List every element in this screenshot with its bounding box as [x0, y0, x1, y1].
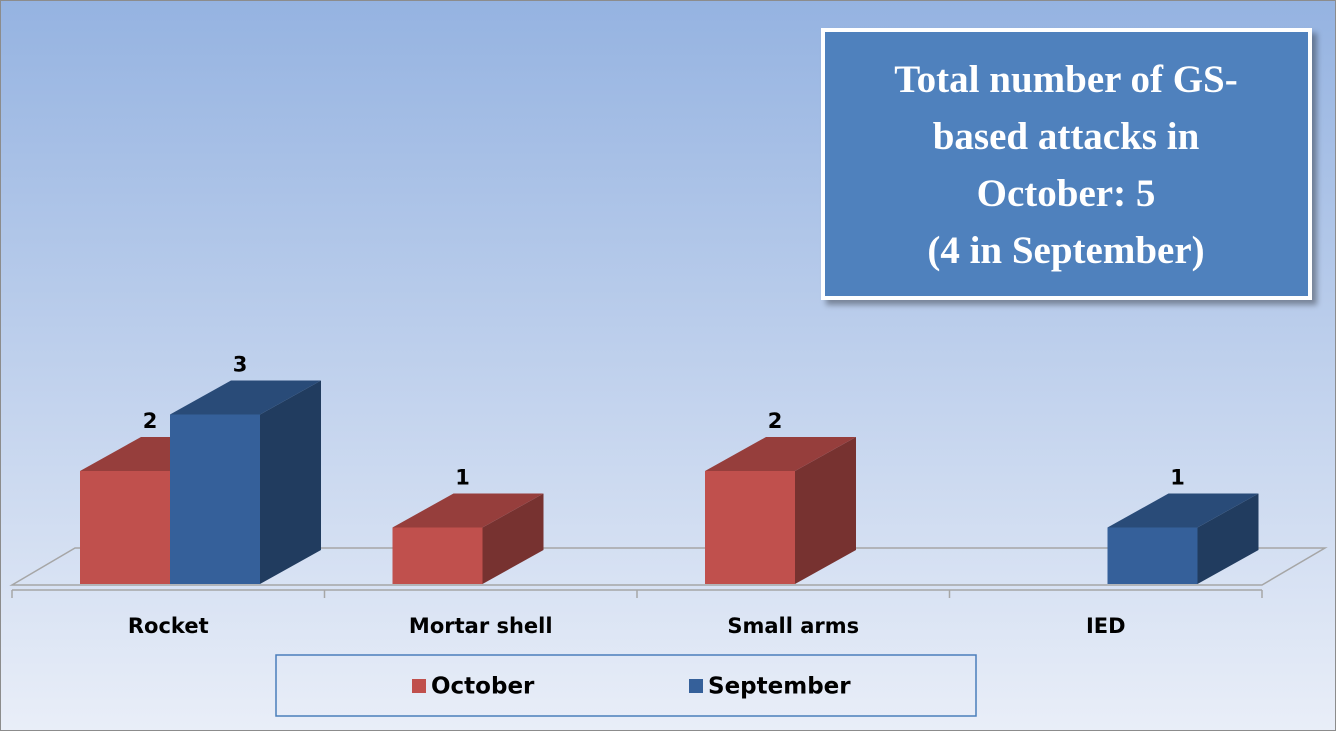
bar-top [705, 437, 856, 471]
bar-front [705, 471, 795, 584]
annotation-line: based attacks in [933, 115, 1200, 158]
bar-front [1107, 527, 1198, 584]
data-label: 3 [233, 353, 248, 377]
bar-top [392, 493, 544, 528]
annotation-line: October: 5 [977, 172, 1156, 215]
floor [9, 547, 1328, 586]
legend-label: September [708, 674, 851, 700]
bar-side [482, 493, 544, 584]
bar-side [260, 380, 321, 584]
bar-top [170, 380, 321, 415]
data-label: 1 [455, 466, 470, 490]
legend-label: October [431, 674, 535, 700]
annotation-box [821, 28, 1312, 300]
annotation-line: (4 in September) [927, 229, 1204, 272]
bar-front [80, 471, 170, 584]
annotation-line: Total number of GS- [894, 58, 1237, 101]
bar-side [1197, 493, 1259, 584]
data-label: 2 [768, 409, 783, 433]
bar-front [392, 527, 483, 584]
x-tick-label: Small arms [727, 614, 859, 638]
bar [392, 493, 544, 584]
bar [170, 380, 321, 584]
legend-box [275, 654, 977, 717]
data-label: 2 [143, 409, 158, 433]
x-tick-label: Mortar shell [409, 614, 553, 638]
legend-swatch [412, 679, 426, 693]
legend-swatch [689, 679, 703, 693]
bar [705, 437, 856, 584]
bar-front [170, 414, 260, 584]
data-label: 1 [1170, 466, 1185, 490]
x-tick-label: IED [1086, 614, 1126, 638]
bar-top [1107, 493, 1259, 528]
x-tick-label: Rocket [128, 614, 209, 638]
bar-side [795, 437, 856, 584]
bar [1107, 493, 1259, 584]
